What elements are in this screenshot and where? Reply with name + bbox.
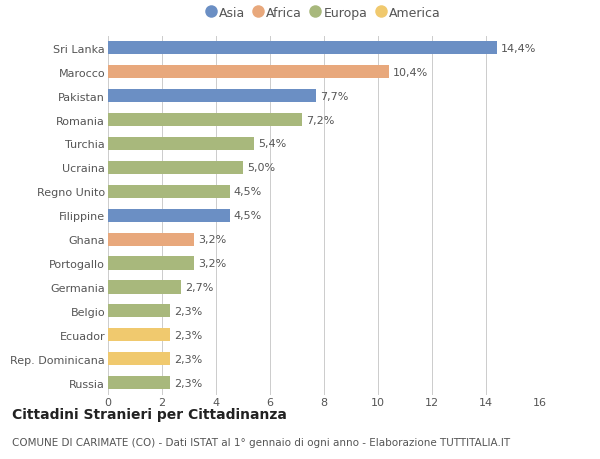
Text: 2,3%: 2,3% bbox=[174, 330, 202, 340]
Legend: Asia, Africa, Europa, America: Asia, Africa, Europa, America bbox=[204, 4, 444, 24]
Text: 2,3%: 2,3% bbox=[174, 378, 202, 388]
Text: 14,4%: 14,4% bbox=[501, 44, 536, 54]
Text: 2,3%: 2,3% bbox=[174, 306, 202, 316]
Text: 2,7%: 2,7% bbox=[185, 282, 214, 292]
Bar bbox=[108, 353, 170, 365]
Text: 7,7%: 7,7% bbox=[320, 91, 349, 101]
Bar bbox=[108, 281, 181, 294]
Text: 4,5%: 4,5% bbox=[233, 211, 262, 221]
Text: 4,5%: 4,5% bbox=[233, 187, 262, 197]
Bar bbox=[108, 209, 229, 222]
Bar bbox=[108, 257, 194, 270]
Bar bbox=[108, 185, 229, 198]
Text: COMUNE DI CARIMATE (CO) - Dati ISTAT al 1° gennaio di ogni anno - Elaborazione T: COMUNE DI CARIMATE (CO) - Dati ISTAT al … bbox=[12, 437, 510, 447]
Text: Cittadini Stranieri per Cittadinanza: Cittadini Stranieri per Cittadinanza bbox=[12, 407, 287, 421]
Bar bbox=[108, 305, 170, 318]
Text: 5,4%: 5,4% bbox=[258, 139, 286, 149]
Bar bbox=[108, 376, 170, 389]
Text: 5,0%: 5,0% bbox=[247, 163, 275, 173]
Text: 2,3%: 2,3% bbox=[174, 354, 202, 364]
Bar bbox=[108, 42, 497, 55]
Bar bbox=[108, 138, 254, 151]
Bar bbox=[108, 114, 302, 127]
Text: 10,4%: 10,4% bbox=[393, 67, 428, 78]
Text: 7,2%: 7,2% bbox=[307, 115, 335, 125]
Bar bbox=[108, 162, 243, 174]
Bar bbox=[108, 329, 170, 341]
Text: 3,2%: 3,2% bbox=[199, 235, 227, 245]
Bar bbox=[108, 233, 194, 246]
Bar bbox=[108, 90, 316, 103]
Bar bbox=[108, 66, 389, 79]
Text: 3,2%: 3,2% bbox=[199, 258, 227, 269]
